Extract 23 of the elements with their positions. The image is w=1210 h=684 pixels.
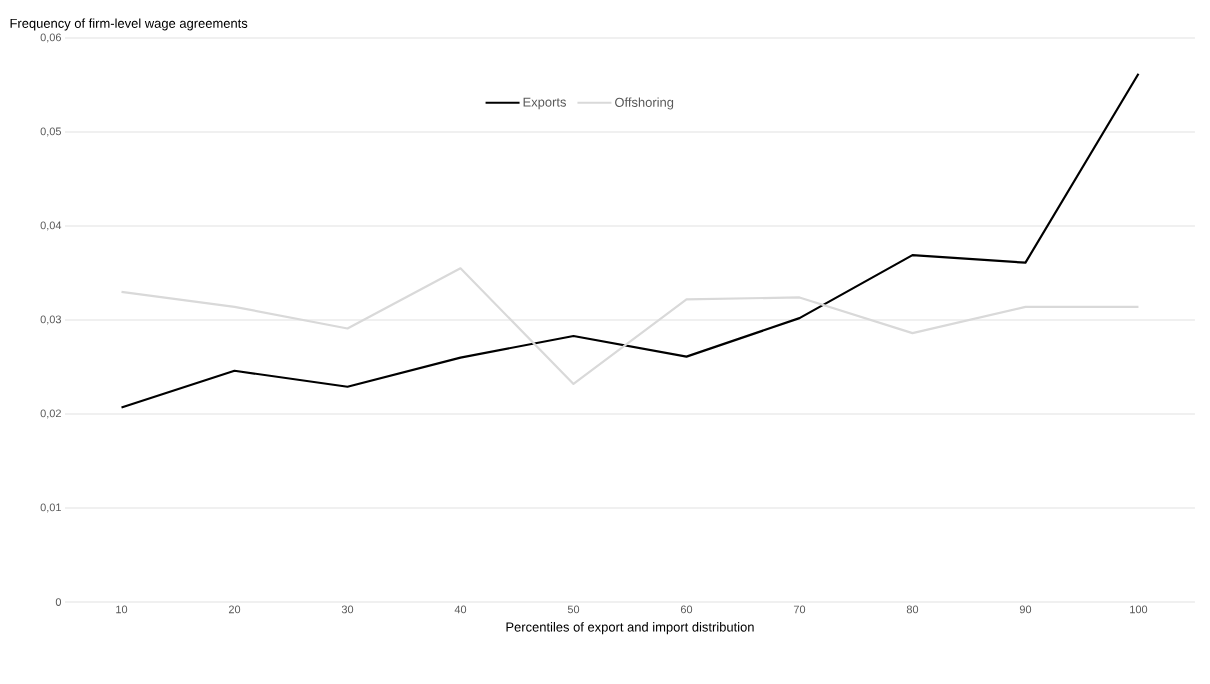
x-tick-label: 80	[906, 605, 919, 614]
y-tick-label: 0,01	[40, 503, 61, 513]
x-axis-title: Percentiles of export and import distribution	[506, 622, 754, 635]
x-tick-label: 90	[1019, 605, 1032, 614]
y-axis-title: Frequency of firm-level wage agreements	[10, 18, 248, 31]
x-tick-label: 40	[454, 605, 467, 614]
line-series	[120, 267, 1140, 386]
legend-label: Exports	[523, 97, 566, 110]
line-series	[120, 72, 1140, 409]
y-tick-label: 0,05	[40, 127, 62, 137]
y-tick-label: 0,02	[40, 409, 61, 419]
x-tick-label: 100	[1130, 605, 1148, 614]
y-tick-label: 0,04	[40, 221, 62, 231]
legend-label: Offshoring	[615, 97, 674, 110]
y-tick-label: 0,03	[40, 315, 61, 325]
x-tick-label: 70	[793, 605, 806, 614]
x-tick-label: 50	[567, 605, 580, 614]
x-tick-label: 30	[341, 605, 354, 614]
x-tick-label: 20	[228, 605, 241, 614]
y-tick-label: 0	[55, 598, 62, 606]
x-tick-label: 10	[116, 605, 128, 614]
y-tick-label: 0,06	[40, 33, 61, 43]
x-tick-label: 60	[680, 605, 693, 614]
